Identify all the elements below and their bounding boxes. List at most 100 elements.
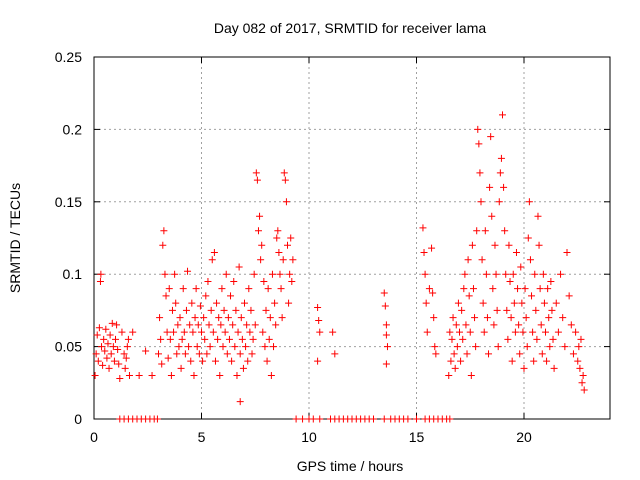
data-point: [564, 249, 571, 256]
data-point: [107, 332, 114, 339]
data-point: [177, 314, 184, 321]
data-point: [192, 314, 199, 321]
data-point: [163, 292, 170, 299]
data-point: [279, 314, 286, 321]
x-tick-label: 0: [90, 429, 98, 445]
data-point: [232, 307, 239, 314]
data-point: [482, 227, 489, 234]
data-point: [239, 336, 246, 343]
data-point: [190, 372, 197, 379]
data-point: [237, 350, 244, 357]
data-point: [479, 256, 486, 263]
data-point: [531, 271, 538, 278]
data-point: [489, 285, 496, 292]
data-point: [268, 372, 275, 379]
plot-frame: [94, 57, 610, 419]
data-point: [99, 362, 106, 369]
data-point: [206, 321, 213, 328]
data-point: [235, 329, 242, 336]
data-point: [538, 321, 545, 328]
data-point: [426, 285, 433, 292]
data-point: [550, 336, 557, 343]
data-point: [481, 329, 488, 336]
data-point: [166, 285, 173, 292]
data-point: [269, 271, 276, 278]
data-point: [179, 336, 186, 343]
data-point: [113, 321, 120, 328]
data-point: [580, 372, 587, 379]
data-point: [512, 329, 519, 336]
data-point: [525, 235, 532, 242]
data-point: [475, 140, 482, 147]
data-point: [491, 242, 498, 249]
data-point: [454, 343, 461, 350]
data-point: [257, 256, 264, 263]
data-point: [255, 227, 262, 234]
data-point: [233, 372, 240, 379]
data-point: [186, 321, 193, 328]
data-point: [517, 263, 524, 270]
data-point: [222, 329, 229, 336]
data-point: [116, 375, 123, 382]
data-point: [500, 184, 507, 191]
data-point: [180, 285, 187, 292]
data-point: [466, 292, 473, 299]
data-point: [464, 350, 471, 357]
data-point: [288, 278, 295, 285]
data-point: [264, 358, 271, 365]
data-point: [102, 326, 109, 333]
y-tick-label: 0.25: [55, 49, 82, 65]
data-point: [266, 336, 273, 343]
data-point: [384, 343, 391, 350]
data-point: [502, 271, 509, 278]
data-point: [430, 314, 437, 321]
data-point: [566, 292, 573, 299]
chart-title: Day 082 of 2017, SRMTID for receiver lam…: [214, 20, 487, 36]
data-point: [487, 133, 494, 140]
data-point: [540, 271, 547, 278]
data-point: [95, 358, 102, 365]
data-point: [521, 365, 528, 372]
data-point: [432, 350, 439, 357]
data-point: [453, 321, 460, 328]
data-point: [92, 372, 99, 379]
data-point: [227, 292, 234, 299]
data-point: [471, 314, 478, 321]
y-tick-label: 0: [74, 411, 82, 427]
y-tick-label: 0.15: [55, 194, 82, 210]
data-point: [447, 358, 454, 365]
data-point: [559, 314, 566, 321]
x-tick-label: 5: [198, 429, 206, 445]
data-point: [461, 271, 468, 278]
data-point: [457, 358, 464, 365]
data-point: [501, 227, 508, 234]
data-point: [423, 300, 430, 307]
data-point: [557, 271, 564, 278]
data-point: [448, 336, 455, 343]
x-axis-label: GPS time / hours: [297, 458, 404, 474]
data-point: [125, 336, 132, 343]
x-tick-label: 20: [516, 429, 532, 445]
data-point: [254, 177, 261, 184]
data-point: [382, 303, 389, 310]
data-point: [238, 314, 245, 321]
data-point: [581, 387, 588, 394]
data-point: [109, 320, 116, 327]
data-point: [575, 343, 582, 350]
data-point: [164, 329, 171, 336]
data-point: [529, 329, 536, 336]
data-point: [474, 126, 481, 133]
data-point: [497, 169, 504, 176]
data-point: [536, 242, 543, 249]
data-point: [203, 350, 210, 357]
data-point: [281, 169, 288, 176]
data-point: [165, 355, 172, 362]
data-point: [225, 314, 232, 321]
data-point: [508, 314, 515, 321]
grid: [94, 57, 610, 419]
data-point: [284, 242, 291, 249]
data-point: [276, 271, 283, 278]
data-point: [310, 416, 317, 423]
data-point: [218, 285, 225, 292]
data-point: [370, 416, 377, 423]
